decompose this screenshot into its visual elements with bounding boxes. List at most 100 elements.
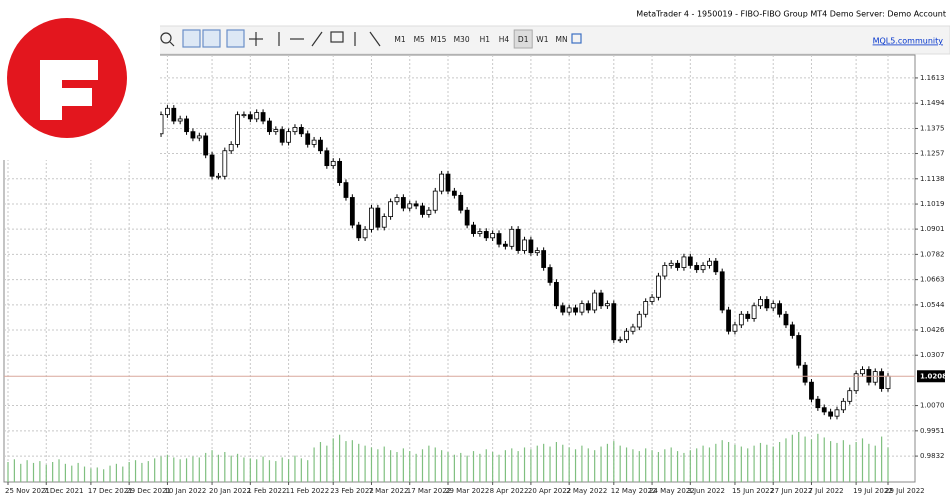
- window-title: MetaTrader 4 - 1950019 - FIBO-FIBO Group…: [636, 10, 946, 19]
- candle-body: [885, 375, 891, 389]
- candle-body: [879, 371, 885, 389]
- candle-body: [617, 339, 623, 342]
- candle-body: [337, 160, 342, 184]
- candle-body: [273, 129, 279, 133]
- candle-body: [349, 197, 355, 226]
- x-tick-label: 11 Feb 2022: [286, 487, 330, 495]
- candle-body: [464, 209, 470, 226]
- y-tick-label: 1.0544: [920, 301, 945, 309]
- candle-body: [292, 127, 298, 133]
- candle-body: [662, 265, 668, 277]
- candle-body: [432, 190, 438, 211]
- x-tick-label: 25 Nov 2021: [5, 487, 50, 495]
- candle-body: [534, 250, 540, 254]
- candle-body: [471, 224, 476, 234]
- candle-body: [560, 305, 566, 313]
- candle-body: [528, 239, 534, 254]
- candle-body: [656, 275, 661, 298]
- candle-body: [267, 120, 272, 133]
- candle-body: [241, 114, 247, 117]
- y-tick-label: 1.0426: [920, 326, 945, 334]
- x-tick-label: 15 Jun 2022: [732, 487, 774, 495]
- candle-body: [847, 390, 853, 402]
- candle-body: [388, 201, 394, 217]
- x-tick-label: 2 May 2022: [566, 487, 607, 495]
- candle-body: [566, 307, 572, 313]
- current-price-label: 1.0208: [920, 372, 947, 380]
- candle-body: [216, 175, 221, 178]
- timeframe-button[interactable]: M1: [394, 35, 405, 44]
- candle-body: [796, 335, 802, 366]
- candle-body: [247, 114, 253, 120]
- candle-body: [177, 118, 183, 122]
- candle-body: [643, 301, 649, 315]
- candle-body: [630, 326, 636, 332]
- candle-body: [872, 371, 878, 383]
- candle-body: [719, 271, 725, 311]
- candle-body: [860, 369, 865, 375]
- candle-body: [279, 129, 285, 143]
- candle-body: [235, 114, 240, 145]
- candle-body: [675, 262, 680, 268]
- candle-body: [732, 324, 738, 332]
- candle-body: [828, 411, 834, 417]
- candle-body: [726, 309, 731, 332]
- candle-body: [649, 296, 655, 302]
- candle-body: [840, 400, 846, 411]
- candle-body: [707, 260, 712, 266]
- x-tick-label: 7 Mar 2022: [368, 487, 408, 495]
- timeframe-button[interactable]: M15: [430, 35, 446, 44]
- candle-body: [190, 131, 196, 139]
- candle-body: [777, 303, 782, 315]
- candle-body: [496, 233, 502, 245]
- toolbar-icons: [160, 29, 582, 48]
- candle-body: [184, 118, 189, 133]
- candle-body: [554, 282, 559, 307]
- timeframe-bar: M1 M5 M15 M30 H1 H4 D1 W1 MN: [394, 29, 568, 49]
- candle-body: [738, 313, 744, 326]
- candle-body: [541, 250, 547, 268]
- x-tick-label: 7 Jul 2022: [808, 487, 843, 495]
- timeframe-button[interactable]: MN: [556, 35, 568, 44]
- x-tick-label: 1 Feb 2022: [247, 487, 286, 495]
- x-tick-label: 29 Dec 2021: [126, 487, 171, 495]
- candle-body: [394, 197, 400, 203]
- candle-body: [611, 303, 617, 341]
- x-tick-label: 7 Dec 2021: [43, 487, 83, 495]
- candle-body: [598, 292, 604, 307]
- candle-body: [509, 228, 515, 247]
- candle-body: [439, 173, 445, 192]
- candle-body: [381, 216, 387, 228]
- candle-body: [585, 303, 591, 311]
- candle-body: [209, 154, 215, 177]
- candle-body: [834, 409, 840, 417]
- timeframe-button[interactable]: H1: [480, 35, 491, 44]
- x-tick-label: 29 Mar 2022: [445, 487, 489, 495]
- candle-body: [228, 143, 234, 152]
- y-tick-label: 1.0070: [920, 402, 945, 410]
- candle-body: [502, 243, 508, 247]
- community-link[interactable]: MQL5.community: [873, 37, 944, 46]
- y-tick-label: 1.1138: [920, 175, 945, 183]
- candle-body: [605, 303, 610, 307]
- candle-body: [515, 228, 521, 251]
- timeframe-button[interactable]: W1: [536, 35, 548, 44]
- timeframe-button[interactable]: M5: [414, 35, 425, 44]
- x-tick-label: 8 Apr 2022: [490, 487, 529, 495]
- x-tick-label: 23 Feb 2022: [330, 487, 374, 495]
- timeframe-button[interactable]: H4: [499, 35, 510, 44]
- x-tick-label: 17 Mar 2022: [407, 487, 451, 495]
- candle-body: [222, 150, 228, 177]
- candle-body: [483, 231, 489, 239]
- candle-body: [343, 182, 349, 198]
- x-tick-label: 24 May 2022: [649, 487, 695, 495]
- x-tick-label: 20 Jan 2022: [209, 487, 251, 495]
- candle-body: [770, 303, 776, 309]
- y-tick-label: 1.1257: [920, 150, 945, 158]
- candle-body: [789, 324, 795, 336]
- timeframe-button[interactable]: M30: [454, 35, 470, 44]
- candle-body: [477, 231, 483, 234]
- candle-body: [445, 173, 451, 192]
- timeframe-button[interactable]: D1: [518, 35, 529, 44]
- candle-body: [853, 373, 859, 392]
